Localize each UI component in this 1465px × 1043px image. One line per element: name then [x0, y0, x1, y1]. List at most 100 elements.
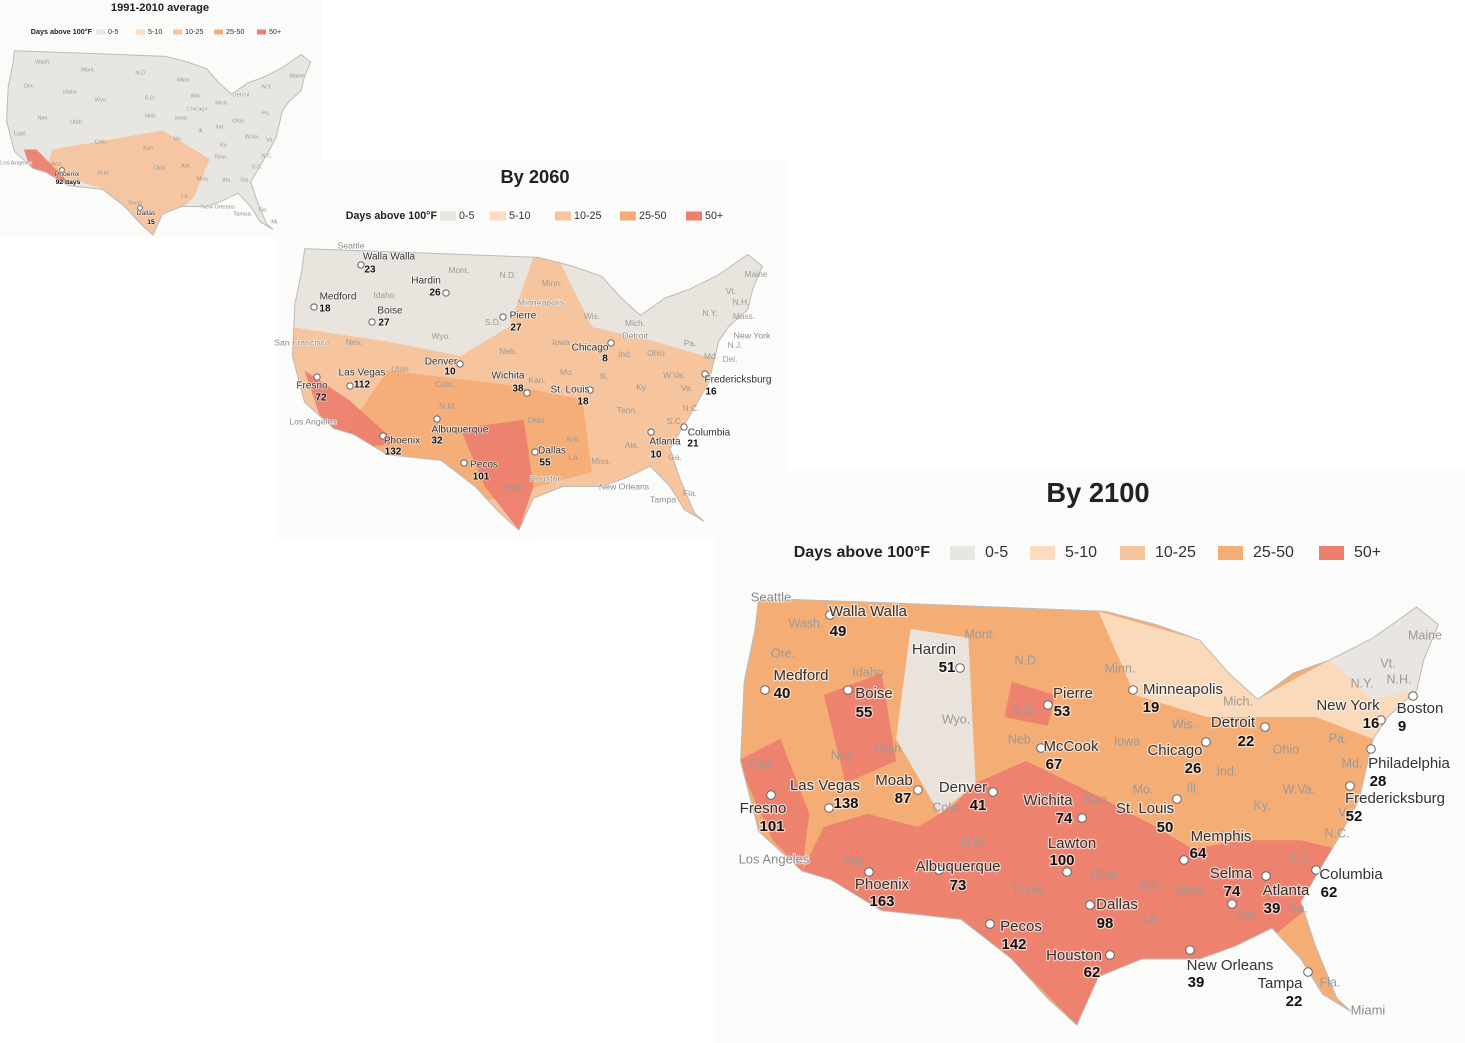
- state-label: Wyo.: [432, 331, 451, 341]
- state-label: N.C.: [683, 403, 700, 413]
- state-label: N.D.: [135, 70, 147, 76]
- state-label: Minn.: [177, 77, 191, 83]
- legend-item-label: 0-5: [985, 544, 1008, 561]
- city-name: Phoenix: [855, 876, 910, 893]
- legend-item-label: 5-10: [509, 210, 530, 222]
- heat-region: [1329, 607, 1439, 700]
- state-label: S.C.: [667, 416, 683, 426]
- city-name: Walla Walla: [829, 603, 908, 620]
- heat-layer: [740, 607, 1439, 1025]
- city-dot: [955, 663, 965, 673]
- state-label: Maine: [289, 73, 304, 79]
- city-dot: [934, 865, 944, 875]
- city-dot: [701, 370, 709, 378]
- city-dot: [1036, 743, 1046, 753]
- city-name: Columbia: [1319, 866, 1383, 883]
- heat-region: [823, 673, 897, 783]
- map-panel: By 2060 Days above 100°F 0-5 5-10 10-25 25-50…: [274, 160, 787, 538]
- city-dot: [1303, 967, 1313, 977]
- state-label: N.H.: [733, 297, 750, 307]
- state-label: Okla.: [153, 165, 167, 171]
- state-label: Nev.: [37, 115, 49, 121]
- state-label: Colo.: [94, 139, 108, 145]
- place-label: Los Angeles: [0, 161, 32, 167]
- state-label: S.D.: [1013, 703, 1037, 717]
- city-name: Medford: [320, 292, 357, 303]
- city-dot: [1128, 685, 1138, 695]
- state-label: Fla.: [683, 488, 697, 498]
- state-label: Minn.: [1105, 661, 1136, 675]
- city-name: Pierre: [1053, 685, 1093, 702]
- city-dot: [1376, 715, 1386, 725]
- state-label: Va.: [1338, 805, 1356, 819]
- state-label: S.D.: [145, 95, 156, 101]
- city-days: 73: [950, 877, 967, 894]
- city-dot: [1345, 781, 1355, 791]
- state-label: Ill.: [198, 128, 204, 134]
- city-dot: [843, 685, 853, 695]
- city-name: Hardin: [411, 276, 441, 287]
- state-label: Ark.: [566, 434, 581, 444]
- state-label: Ohio: [232, 118, 244, 124]
- state-label: Fla.: [258, 207, 268, 213]
- state-label: Idaho: [852, 665, 883, 679]
- city-days: 16: [705, 387, 717, 398]
- city-name: Pecos: [1000, 918, 1042, 935]
- state-label: La.: [568, 452, 580, 462]
- state-label: Mont.: [81, 67, 95, 73]
- state-label: Mo.: [560, 367, 574, 377]
- state-label: Colo.: [932, 800, 961, 814]
- heat-region: [460, 419, 534, 530]
- place-label: Los Angeles: [289, 416, 337, 426]
- city-days: 10: [650, 450, 662, 461]
- state-label: Vt.: [726, 286, 736, 296]
- city-name: Phoenix: [384, 436, 420, 447]
- city-days: 40: [774, 685, 791, 702]
- state-label: Tenn.: [617, 405, 637, 415]
- city-days: 62: [1084, 964, 1101, 981]
- city-name: Hardin: [912, 641, 956, 658]
- city-dot: [531, 448, 539, 456]
- city-name: Houston: [1046, 947, 1102, 964]
- place-label: Chicago: [186, 107, 207, 113]
- state-label: S.C.: [1288, 850, 1312, 864]
- legend-swatch: [686, 211, 702, 221]
- legend-swatch: [1218, 546, 1243, 560]
- city-name: Chicago: [1147, 742, 1202, 759]
- state-label: Md.: [1342, 756, 1363, 770]
- city-dot: [357, 261, 365, 269]
- state-label: Ga.: [240, 177, 249, 183]
- city-name: Atlanta: [1263, 882, 1310, 899]
- state-label: Wyo.: [942, 712, 970, 726]
- city-name: Lawton: [1048, 835, 1096, 852]
- state-label: Mich.: [215, 100, 229, 106]
- city-name: Fresno: [296, 381, 328, 392]
- state-label: Texas: [128, 200, 143, 206]
- city-dot: [1227, 899, 1237, 909]
- state-label: Ind.: [1217, 764, 1238, 778]
- city-dot: [313, 373, 321, 381]
- state-label: Calif.: [14, 131, 27, 137]
- city-name: Dallas: [538, 446, 566, 457]
- state-label: Wis.: [584, 311, 600, 321]
- place-label: New Orleans: [201, 205, 235, 211]
- city-days: 74: [1056, 810, 1073, 827]
- city-dot: [1077, 813, 1087, 823]
- city-days: 100: [1049, 852, 1074, 869]
- city-days: 132: [385, 447, 402, 458]
- state-label: N.M.: [961, 835, 987, 849]
- city-days: 101: [759, 818, 784, 835]
- city-name: Fredericksburg: [1345, 790, 1445, 807]
- state-label: Ind.: [215, 124, 225, 130]
- legend-label: Days above 100°F: [31, 27, 93, 36]
- city-dot: [499, 313, 507, 321]
- city-days: 98: [1097, 915, 1114, 932]
- heat-region: [740, 739, 810, 871]
- city-dot: [137, 205, 143, 211]
- state-label: Wis.: [1172, 717, 1196, 731]
- city-days: 87: [895, 790, 912, 807]
- city-name: Las Vegas: [790, 777, 860, 794]
- state-label: Nev.: [346, 337, 363, 347]
- city-name: Las Vegas: [339, 368, 386, 379]
- city-name: Denver: [425, 357, 458, 368]
